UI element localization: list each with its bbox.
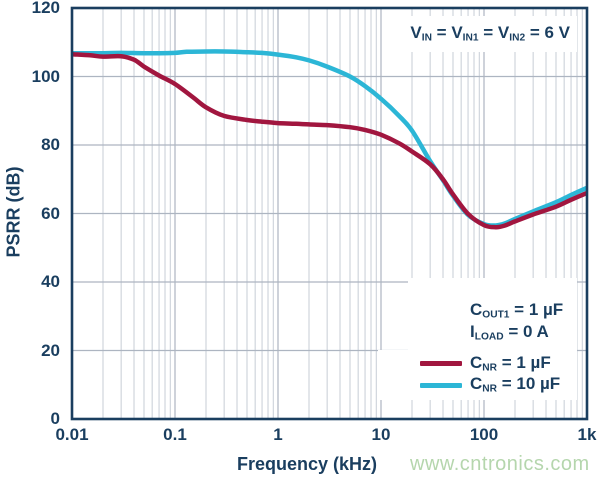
x-tick-0p01: 0.01 bbox=[55, 425, 89, 444]
y-tick-60: 60 bbox=[41, 204, 60, 223]
watermark-text: www.cntronics.com bbox=[410, 453, 590, 475]
y-tick-0: 0 bbox=[50, 409, 60, 428]
vin-annotation: VIN = VIN1 = VIN2 = 6 V bbox=[410, 23, 570, 44]
y-axis-label: PSRR (dB) bbox=[3, 166, 24, 258]
x-tick-100: 100 bbox=[469, 425, 499, 444]
condition-cout: COUT1 = 1 µF bbox=[470, 300, 564, 321]
y-tick-80: 80 bbox=[41, 135, 60, 154]
x-axis-label: Frequency (kHz) bbox=[236, 454, 378, 474]
legend-swatch-cnr-1uf bbox=[420, 361, 462, 366]
x-tick-1: 1 bbox=[273, 425, 283, 444]
y-tick-120: 120 bbox=[31, 0, 60, 17]
y-tick-20: 20 bbox=[41, 341, 60, 360]
y-tick-40: 40 bbox=[41, 272, 60, 291]
y-tick-100: 100 bbox=[31, 67, 60, 86]
legend-label-cnr-1uf: CNR = 1 µF bbox=[470, 353, 551, 374]
legend-label-cnr-10uf: CNR = 10 µF bbox=[470, 374, 561, 395]
x-tick-1k: 1k bbox=[577, 425, 597, 444]
x-tick-0p1: 0.1 bbox=[163, 425, 187, 444]
legend-swatch-cnr-10uf bbox=[420, 383, 462, 388]
x-tick-10: 10 bbox=[371, 425, 391, 444]
condition-iload: ILOAD = 0 A bbox=[470, 322, 549, 343]
